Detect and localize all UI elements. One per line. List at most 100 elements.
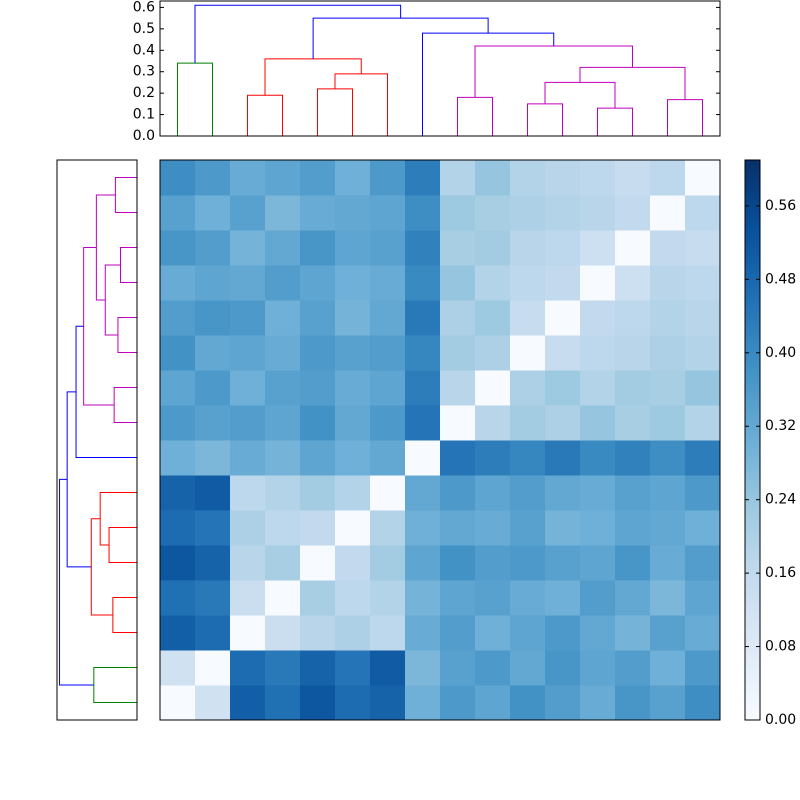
- heatmap-cell: [265, 545, 301, 581]
- heatmap-cell: [195, 545, 231, 581]
- heatmap-cell: [475, 615, 511, 651]
- heatmap-cell: [160, 580, 196, 616]
- heatmap-cell: [300, 265, 336, 301]
- heatmap-cell: [405, 475, 441, 511]
- heatmap-cell: [510, 580, 546, 616]
- heatmap-cell: [545, 405, 581, 441]
- heatmap-cell: [300, 440, 336, 476]
- heatmap-cell: [615, 650, 651, 686]
- heatmap-cell: [650, 195, 686, 231]
- heatmap-cell: [580, 230, 616, 266]
- heatmap-cell: [230, 405, 266, 441]
- heatmap-cell: [195, 615, 231, 651]
- heatmap-cell: [300, 615, 336, 651]
- heatmap-cell: [265, 335, 301, 371]
- heatmap-cell: [160, 615, 196, 651]
- heatmap-cell: [475, 475, 511, 511]
- heatmap-cell: [230, 160, 266, 196]
- heatmap-cell: [440, 405, 476, 441]
- colorbar-tick-label: 0.40: [765, 345, 796, 361]
- heatmap-cell: [545, 370, 581, 406]
- y-tick-label: 0.4: [133, 42, 155, 58]
- heatmap-cell: [160, 300, 196, 336]
- heatmap-cell: [300, 510, 336, 546]
- heatmap-cell: [160, 405, 196, 441]
- heatmap-cell: [650, 685, 686, 721]
- heatmap-cell: [160, 510, 196, 546]
- heatmap-cell: [230, 650, 266, 686]
- heatmap-cell: [685, 615, 721, 651]
- heatmap-cell: [370, 580, 406, 616]
- heatmap-cell: [475, 545, 511, 581]
- heatmap-cell: [160, 475, 196, 511]
- heatmap-cell: [650, 230, 686, 266]
- heatmap-cell: [685, 405, 721, 441]
- heatmap-cell: [335, 265, 371, 301]
- heatmap-cell: [580, 405, 616, 441]
- heatmap-cell: [300, 650, 336, 686]
- heatmap-cell: [230, 475, 266, 511]
- heatmap-cell: [510, 370, 546, 406]
- heatmap-cell: [230, 510, 266, 546]
- heatmap-cell: [370, 370, 406, 406]
- heatmap-cell: [440, 545, 476, 581]
- heatmap-cell: [475, 370, 511, 406]
- heatmap-cell: [545, 685, 581, 721]
- heatmap-cell: [440, 265, 476, 301]
- heatmap-cell: [230, 580, 266, 616]
- heatmap-cell: [440, 160, 476, 196]
- heatmap-cell: [685, 545, 721, 581]
- heatmap-cell: [685, 650, 721, 686]
- heatmap-cell: [195, 195, 231, 231]
- heatmap-cell: [615, 230, 651, 266]
- heatmap-cell: [370, 685, 406, 721]
- heatmap-cell: [580, 335, 616, 371]
- heatmap-cell: [510, 440, 546, 476]
- heatmap-cell: [195, 160, 231, 196]
- heatmap-cell: [265, 370, 301, 406]
- heatmap-cell: [265, 230, 301, 266]
- heatmap-cell: [545, 440, 581, 476]
- heatmap-cell: [265, 650, 301, 686]
- heatmap-cell: [370, 160, 406, 196]
- heatmap-cell: [475, 440, 511, 476]
- heatmap-cell: [335, 545, 371, 581]
- heatmap-cell: [440, 335, 476, 371]
- heatmap-cell: [475, 335, 511, 371]
- heatmap-cell: [580, 160, 616, 196]
- colorbar: [745, 160, 760, 720]
- heatmap-cell: [580, 580, 616, 616]
- y-tick-label: 0.3: [133, 64, 155, 80]
- heatmap-cell: [370, 230, 406, 266]
- heatmap-cell: [370, 510, 406, 546]
- heatmap-cell: [160, 335, 196, 371]
- heatmap-cell: [160, 685, 196, 721]
- heatmap-cell: [545, 510, 581, 546]
- heatmap-cell: [230, 370, 266, 406]
- heatmap-cell: [195, 685, 231, 721]
- heatmap-cell: [475, 265, 511, 301]
- heatmap-cell: [265, 615, 301, 651]
- heatmap-cell: [580, 195, 616, 231]
- dendrogram-frame: [56, 159, 138, 721]
- heatmap-cell: [580, 440, 616, 476]
- heatmap-cell: [615, 265, 651, 301]
- heatmap-cell: [370, 545, 406, 581]
- heatmap-frame: [159, 159, 721, 721]
- heatmap-cell: [545, 615, 581, 651]
- heatmap-cell: [545, 160, 581, 196]
- heatmap-cell: [650, 615, 686, 651]
- heatmap-cell: [265, 510, 301, 546]
- heatmap-cell: [405, 510, 441, 546]
- heatmap-cell: [335, 335, 371, 371]
- heatmap-cell: [300, 195, 336, 231]
- heatmap-cell: [580, 510, 616, 546]
- heatmap-cell: [370, 440, 406, 476]
- heatmap-cell: [440, 195, 476, 231]
- heatmap-cell: [475, 685, 511, 721]
- heatmap-cell: [265, 405, 301, 441]
- heatmap-cell: [685, 195, 721, 231]
- dendrogram-link: [59, 478, 94, 686]
- heatmap-cell: [440, 475, 476, 511]
